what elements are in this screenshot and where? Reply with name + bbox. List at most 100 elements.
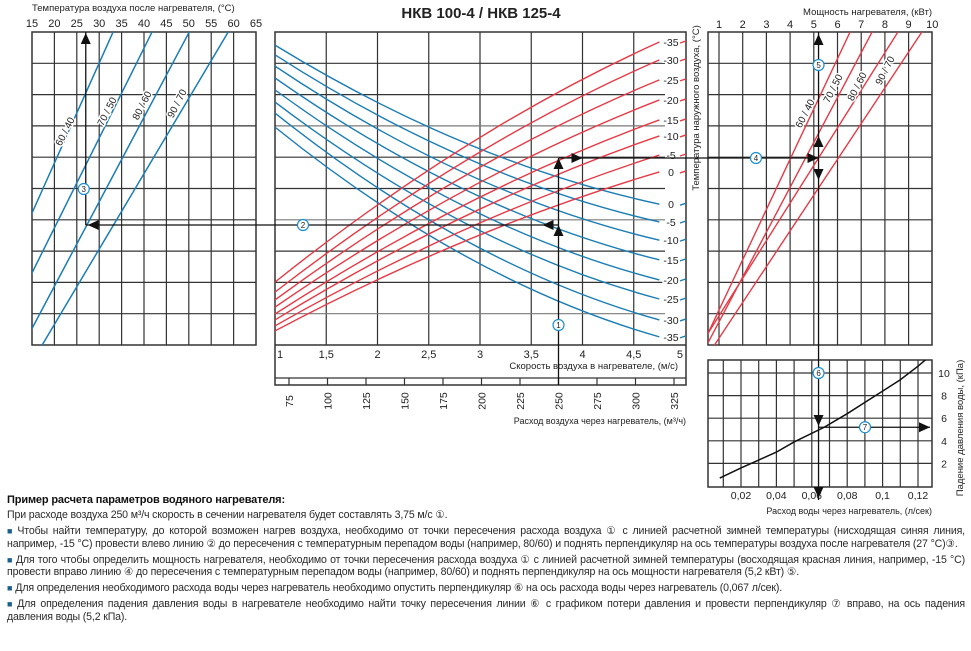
outlet-temperature-chart: Температура воздуха после нагревателя, (… bbox=[26, 3, 262, 346]
pressure-loss-curve bbox=[719, 360, 927, 479]
curve-tick bbox=[679, 202, 687, 206]
marker-number: 7 bbox=[863, 423, 868, 432]
marker-circle bbox=[749, 151, 763, 165]
descending-temp-curve bbox=[275, 112, 660, 321]
chart-frame bbox=[707, 31, 933, 346]
x-tick-label: 1 bbox=[716, 19, 722, 31]
x-tick-label: 25 bbox=[71, 18, 83, 30]
x-tick-label: 7 bbox=[858, 19, 864, 31]
x-tick-label: 2 bbox=[740, 19, 746, 31]
x-tick-label: 65 bbox=[250, 18, 262, 30]
curve-tick bbox=[679, 278, 687, 282]
secondary-tick-label: 150 bbox=[400, 392, 412, 410]
marker-number: 1 bbox=[556, 321, 561, 330]
x-tick-label: 1 bbox=[277, 349, 283, 361]
secondary-tick-label: 275 bbox=[592, 392, 604, 410]
x-tick-label: 0,02 bbox=[731, 490, 752, 502]
curve-label: -20 bbox=[663, 275, 678, 287]
arrowhead-left-icon bbox=[87, 220, 99, 230]
marker-circle bbox=[812, 58, 825, 72]
marker-circle bbox=[296, 218, 310, 232]
x-tick-label: 60 bbox=[227, 18, 239, 30]
curve-label: -25 bbox=[663, 75, 678, 87]
ascending-temp-curve bbox=[275, 59, 660, 293]
series-label: 60 / 40 bbox=[54, 115, 78, 148]
example-intro: При расходе воздуха 250 м³/ч скорость в … bbox=[7, 509, 448, 522]
series-group bbox=[32, 32, 230, 345]
curve-label: -25 bbox=[663, 294, 678, 306]
marker-circle bbox=[552, 318, 565, 332]
curve-tick bbox=[679, 335, 687, 339]
curve-tick bbox=[679, 258, 687, 262]
secondary-axis-title: Расход воздуха через нагреватель, (м³/ч) bbox=[514, 416, 686, 426]
curve-label: 0 bbox=[668, 167, 674, 179]
arrowhead-up-icon bbox=[813, 34, 824, 45]
marker-number: 4 bbox=[754, 154, 759, 163]
secondary-tick-label: 125 bbox=[361, 392, 373, 410]
y-axis-title: Падение давления воды, (кПа) bbox=[955, 360, 966, 497]
y-tick-label: 4 bbox=[941, 436, 947, 448]
x-tick-label: 2 bbox=[374, 349, 380, 361]
ascending-temp-curve bbox=[275, 41, 660, 283]
arrowhead-up-icon bbox=[553, 225, 564, 236]
x-tick-label: 1,5 bbox=[319, 349, 334, 361]
x-tick-label: 2,5 bbox=[421, 349, 436, 361]
x-tick-label: 40 bbox=[138, 18, 150, 30]
x-tick-label: 35 bbox=[115, 18, 127, 30]
arrowhead-left-icon bbox=[542, 220, 554, 230]
curve-tick bbox=[679, 297, 687, 301]
secondary-tick-label: 75 bbox=[284, 395, 296, 407]
x-tick-label: 20 bbox=[48, 18, 60, 30]
chart-frame bbox=[31, 31, 257, 346]
x-axis-title: Мощность нагревателя, (кВт) bbox=[803, 7, 932, 18]
example-step-text: Чтобы найти температуру, до которой возм… bbox=[7, 525, 965, 550]
secondary-tick-label: 200 bbox=[477, 392, 489, 410]
marker-number: 2 bbox=[301, 221, 306, 230]
y-tick-label: 10 bbox=[938, 368, 950, 380]
marker-circle bbox=[858, 421, 872, 434]
x-tick-label: 6 bbox=[834, 19, 840, 31]
ascending-temp-curve bbox=[275, 99, 660, 308]
water-temp-line bbox=[32, 32, 153, 275]
example-path: 1 2 3 4 5 6 7 bbox=[77, 32, 930, 500]
y-tick-label: 6 bbox=[941, 413, 947, 425]
series-group bbox=[275, 41, 660, 338]
bullet-icon: ■ bbox=[7, 583, 13, 594]
curve-tick bbox=[679, 40, 687, 44]
example-step-text: Для определения падения давления воды в … bbox=[7, 598, 965, 623]
descending-temp-curve bbox=[275, 65, 660, 241]
curve-label: 0 bbox=[668, 199, 674, 211]
secondary-tick-label: 325 bbox=[669, 392, 681, 410]
x-tick-label: 5 bbox=[677, 349, 683, 361]
descending-temp-curve bbox=[275, 54, 660, 223]
curve-tick bbox=[679, 134, 687, 138]
power-line bbox=[708, 32, 899, 335]
chart-frame bbox=[274, 31, 687, 386]
descending-temp-curve bbox=[275, 44, 660, 205]
water-temp-line bbox=[41, 32, 230, 345]
y-tick-label: 8 bbox=[941, 391, 947, 403]
example-step-2: ■ Для того чтобы определить мощность нагр… bbox=[7, 554, 965, 578]
curve-label: -5 bbox=[666, 217, 675, 229]
step-marker-4: 4 bbox=[749, 151, 763, 165]
x-tick-label: 0,08 bbox=[837, 490, 858, 502]
arrowhead-up-icon bbox=[80, 33, 91, 44]
x-tick-label: 50 bbox=[183, 18, 195, 30]
water-temp-line bbox=[32, 32, 191, 331]
curve-tick bbox=[679, 98, 687, 102]
series-group bbox=[719, 360, 927, 479]
example-step-text: Для определения необходимого расхода вод… bbox=[15, 582, 783, 595]
arrowhead-down-icon bbox=[813, 487, 824, 498]
descending-temp-curve bbox=[275, 89, 660, 281]
marker-number: 3 bbox=[82, 185, 87, 194]
ascending-temp-curve bbox=[275, 79, 660, 301]
x-tick-label: 5 bbox=[811, 19, 817, 31]
arrowhead-right-icon bbox=[571, 153, 583, 163]
step-marker-2: 2 bbox=[296, 218, 310, 232]
ascending-temp-curve bbox=[275, 154, 660, 327]
curve-label: -10 bbox=[663, 131, 678, 143]
water-temp-line bbox=[32, 32, 114, 215]
step-marker-7: 7 bbox=[858, 421, 872, 434]
marker-number: 5 bbox=[816, 61, 821, 70]
